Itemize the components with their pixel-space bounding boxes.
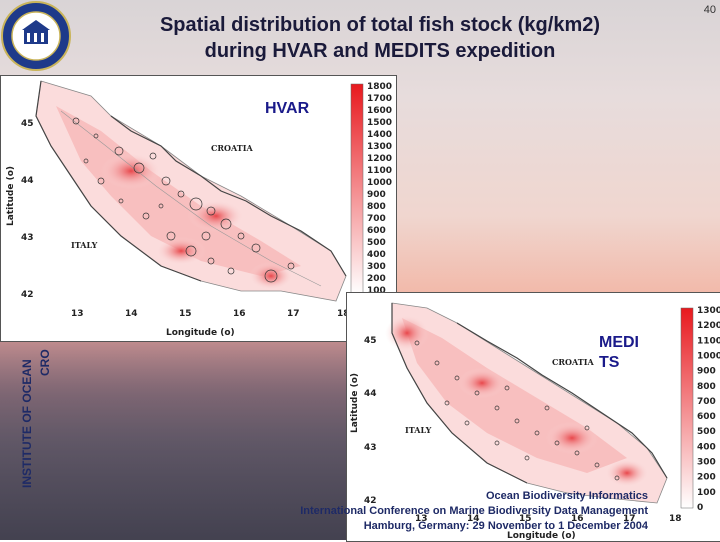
hvar-x-ticks: 13 14 15 16 17 18 [71, 309, 350, 319]
footer-line-3: Hamburg, Germany: 29 November to 1 Decem… [363, 520, 648, 532]
colorbar-tick-label: 400 [367, 250, 386, 260]
hvar-x-axis-title: Longitude (o) [166, 328, 235, 338]
colorbar-tick-label: 0 [697, 503, 703, 513]
svg-text:18: 18 [337, 309, 350, 319]
medits-label-line-2: TS [599, 354, 620, 371]
colorbar-tick-label: 200 [697, 473, 716, 483]
svg-text:18: 18 [669, 514, 682, 524]
colorbar-tick-label: 500 [367, 238, 386, 248]
medits-label-line-1: MEDI [599, 334, 639, 351]
conference-footer: Ocean Biodiversity Informatics Internati… [300, 489, 648, 534]
medits-stations [414, 340, 620, 481]
hvar-colorbar [350, 83, 364, 295]
institute-logo [1, 1, 71, 71]
svg-text:17: 17 [623, 514, 636, 524]
footer-line-1: Ocean Biodiversity Informatics [486, 490, 648, 502]
colorbar-tick-label: 1200 [697, 321, 720, 331]
colorbar-tick-label: 1600 [367, 106, 392, 116]
colorbar-tick-label: 100 [697, 488, 716, 498]
colorbar-tick-label: 800 [367, 202, 386, 212]
svg-text:42: 42 [364, 496, 377, 506]
medits-colorbar-labels: 1300120011001000900800700600500400300200… [697, 306, 720, 513]
svg-text:16: 16 [233, 309, 246, 319]
colorbar-tick-label: 100 [367, 286, 386, 296]
colorbar-tick-label: 300 [697, 458, 716, 468]
medits-italy-label: ITALY [405, 425, 432, 435]
medits-croatia-coastline [456, 322, 668, 479]
colorbar-tick-label: 600 [367, 226, 386, 236]
hvar-map: CROATIA ITALY 45 44 43 42 Latitude (o) 1… [0, 75, 397, 342]
title-line-1: Spatial distribution of total fish stock… [159, 14, 601, 36]
svg-text:44: 44 [21, 176, 34, 186]
colorbar-tick-label: 800 [697, 382, 716, 392]
svg-text:13: 13 [415, 514, 428, 524]
colorbar-tick-label: 1300 [367, 142, 392, 152]
italy-coastline [35, 80, 202, 282]
hvar-label: HVAR [265, 100, 310, 117]
medits-y-ticks: 45 44 43 42 [364, 336, 377, 506]
hvar-italy-label: ITALY [71, 240, 98, 250]
colorbar-tick-label: 700 [697, 397, 716, 407]
page-number: 40 [703, 4, 716, 16]
side-text-country: CRO [38, 349, 52, 376]
hvar-colorbar-labels: 1800 1700 1600 1500 1400 1300 1200 1100 1000 900 8… [367, 82, 392, 296]
svg-text:43: 43 [364, 443, 377, 453]
svg-text:14: 14 [125, 309, 138, 319]
colorbar-tick-label: 1100 [367, 166, 392, 176]
medits-map: CROATIA ITALY 45 44 43 42 Latitude (o) 1… [346, 292, 720, 542]
hvar-y-ticks: 45 44 43 42 [21, 119, 34, 300]
colorbar-tick-label: 1000 [367, 178, 392, 188]
colorbar-tick-label: 600 [697, 412, 716, 422]
colorbar-tick-label: 900 [697, 367, 716, 377]
slide-title: Spatial distribution of total fish stock… [100, 12, 660, 64]
colorbar-tick-label: 200 [367, 274, 386, 284]
medits-map-svg: CROATIA ITALY 45 44 43 42 Latitude (o) 1… [350, 302, 720, 541]
hvar-croatia-label: CROATIA [211, 143, 253, 153]
medits-croatia-label: CROATIA [552, 357, 594, 367]
colorbar-tick-label: 1500 [367, 118, 392, 128]
colorbar-tick-label: 900 [367, 190, 386, 200]
svg-text:17: 17 [287, 309, 300, 319]
hvar-y-axis-title: Latitude (o) [6, 166, 16, 226]
medits-colorbar [680, 307, 694, 509]
medits-italy-coastline [391, 303, 528, 484]
svg-text:14: 14 [467, 514, 480, 524]
colorbar-tick-label: 1400 [367, 130, 392, 140]
svg-text:44: 44 [364, 389, 377, 399]
svg-text:42: 42 [21, 290, 34, 300]
medits-label: MEDI TS [599, 333, 639, 373]
colorbar-tick-label: 400 [697, 442, 716, 452]
svg-text:43: 43 [21, 233, 34, 243]
side-text-institute: INSTITUTE OF OCEAN [20, 359, 34, 488]
colorbar-tick-label: 1200 [367, 154, 392, 164]
hvar-stations [72, 117, 295, 283]
title-line-2: during HVAR and MEDITS expedition [204, 40, 556, 62]
svg-text:15: 15 [519, 514, 532, 524]
colorbar-tick-label: 1800 [367, 82, 392, 92]
svg-text:15: 15 [179, 309, 192, 319]
svg-text:13: 13 [71, 309, 84, 319]
hvar-map-svg: CROATIA ITALY 45 44 43 42 Latitude (o) 1… [6, 80, 392, 338]
svg-text:45: 45 [21, 119, 34, 129]
colorbar-tick-label: 300 [367, 262, 386, 272]
colorbar-tick-label: 500 [697, 427, 716, 437]
medits-y-axis-title: Latitude (o) [350, 373, 360, 433]
medits-x-ticks: 13 14 15 16 17 18 [415, 514, 682, 524]
svg-text:16: 16 [571, 514, 584, 524]
colorbar-tick-label: 1000 [697, 351, 720, 361]
colorbar-tick-label: 1100 [697, 336, 720, 346]
footer-line-2: International Conference on Marine Biodi… [300, 505, 648, 517]
croatia-coastline [110, 115, 347, 277]
svg-text:45: 45 [364, 336, 377, 346]
medits-x-axis-title: Longitude (o) [507, 531, 576, 541]
colorbar-tick-label: 1700 [367, 94, 392, 104]
colorbar-tick-label: 700 [367, 214, 386, 224]
colorbar-tick-label: 1300 [697, 306, 720, 316]
